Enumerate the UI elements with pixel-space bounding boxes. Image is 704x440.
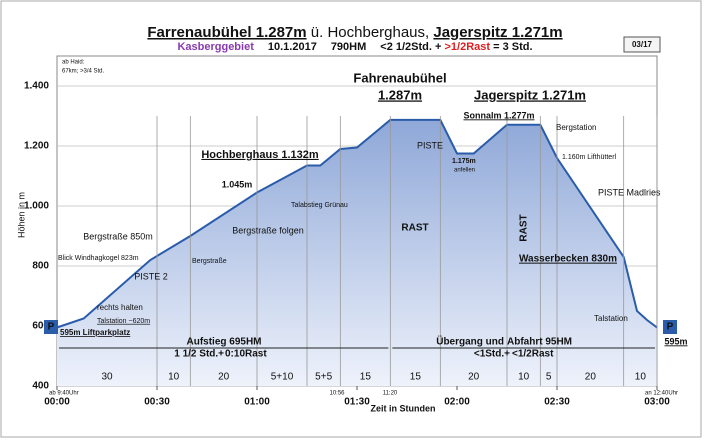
profile-line bbox=[56, 118, 658, 329]
x-tick-label: 00:00 bbox=[44, 397, 70, 408]
x-tick-label: 02:00 bbox=[444, 397, 470, 408]
annotation: 595m Liftparkplatz bbox=[60, 328, 130, 337]
y-axis-label: Höhen in m bbox=[16, 192, 26, 238]
annotation: PISTE 2 bbox=[134, 271, 168, 281]
page-box bbox=[623, 36, 661, 53]
annotation: 1.160m Lifthütterl bbox=[562, 154, 617, 161]
plot: 400 600 800 1.000 1.200 1.400 00:00 00:30 01:00 0… bbox=[24, 55, 688, 408]
annotation: Hochberghaus 1.132m bbox=[201, 149, 319, 161]
segment-label: 20 bbox=[468, 372, 480, 383]
x-tick-label: 01:30 bbox=[344, 397, 370, 408]
annotation: 0:10Rast bbox=[225, 349, 267, 360]
subtitle: Kasberggebiet 10.1.2017 790HM <2 1/2Std. + … bbox=[177, 41, 532, 53]
y-tick-label: 400 bbox=[32, 381, 49, 392]
subtitle-part: 10.1.2017 bbox=[268, 41, 317, 53]
annotation: ab Haid: bbox=[62, 60, 85, 66]
subtitle-part: = 3 Std. bbox=[490, 41, 533, 53]
segment-label: 20 bbox=[585, 372, 597, 383]
annotation: PISTE bbox=[417, 140, 443, 150]
annotation: 1.175m bbox=[452, 158, 476, 165]
segment-label: 5+5 bbox=[315, 372, 332, 383]
annotation: 1.045m bbox=[222, 179, 253, 189]
subtitle-part: Kasberggebiet bbox=[177, 41, 254, 53]
annotation: ab 9:40Uhr bbox=[49, 391, 79, 397]
segment-label: 5 bbox=[546, 372, 552, 383]
annotation: P bbox=[48, 322, 55, 333]
annotation: Blick Windhagkogel 823m bbox=[58, 255, 139, 262]
x-tick-label: 01:00 bbox=[244, 397, 270, 408]
segment-label: 15 bbox=[360, 372, 372, 383]
parking-box bbox=[663, 320, 677, 334]
segment-label: 15 bbox=[410, 372, 422, 383]
annotation: 1.287m bbox=[378, 87, 422, 102]
annotation: <1Std.+ bbox=[474, 349, 510, 360]
segment-label: 10 bbox=[635, 372, 647, 383]
annotation: anfellen bbox=[454, 168, 475, 174]
segment-label: 20 bbox=[218, 372, 230, 383]
annotation: 67km; >3/4 Std. bbox=[62, 69, 105, 75]
y-tick-label: 1.200 bbox=[24, 141, 49, 152]
segment-label: 30 bbox=[101, 372, 113, 383]
annotation: Talabstieg Grünau bbox=[291, 202, 348, 209]
annotation: RAST bbox=[519, 214, 530, 241]
subtitle-part: 790HM bbox=[331, 41, 366, 53]
annotation: Bergstraße folgen bbox=[232, 225, 304, 235]
annotation: an 12:40Uhr bbox=[645, 391, 678, 397]
annotation: 11:20 bbox=[383, 391, 398, 397]
annotation: Sonnalm 1.277m bbox=[463, 110, 534, 120]
annotation: Abfahrt 95HM bbox=[507, 337, 572, 348]
y-tick-label: 800 bbox=[32, 261, 49, 272]
title-part: ü. Hochberghaus, bbox=[307, 24, 434, 41]
annotation: Bergstraße 850m bbox=[83, 231, 153, 241]
title-part: Farrenaubühel 1.287m bbox=[147, 24, 306, 41]
y-tick-label: 1.000 bbox=[24, 201, 49, 212]
annotation: rechts halten bbox=[97, 303, 143, 312]
x-tick-label: 03:00 bbox=[644, 397, 670, 408]
annotation: Wasserbecken 830m bbox=[519, 254, 617, 265]
segment-label: 5+10 bbox=[271, 372, 294, 383]
annotation: Jagerspitz 1.271m bbox=[474, 87, 586, 102]
title-part: Jagerspitz 1.271m bbox=[433, 24, 562, 41]
annotation: 10:56 bbox=[329, 391, 345, 397]
page-number: 03/17 bbox=[632, 40, 653, 49]
annotation: P bbox=[667, 322, 674, 333]
subtitle-part: <2 1/2Std. + bbox=[380, 41, 444, 53]
x-tick-label: 02:30 bbox=[544, 397, 570, 408]
annotation: Bergstation bbox=[556, 123, 596, 132]
annotation: 595m bbox=[664, 336, 687, 346]
y-tick-label: 600 bbox=[32, 321, 49, 332]
annotation: Bergstraße bbox=[192, 258, 227, 265]
chart-title: Farrenaubühel 1.287m ü. Hochberghaus, Ja… bbox=[147, 24, 562, 41]
annotation: Talstation ~620m bbox=[97, 318, 150, 325]
annotation: <1/2Rast bbox=[512, 349, 554, 360]
annotation: Aufstieg 695HM bbox=[186, 337, 261, 348]
annotation: Fahrenaubühel bbox=[353, 70, 446, 85]
annotation: Talstation bbox=[594, 314, 628, 323]
annotation: 1 1/2 Std.+ bbox=[174, 349, 224, 360]
x-tick-label: 00:30 bbox=[144, 397, 170, 408]
y-tick-label: 1.400 bbox=[24, 81, 49, 92]
annotation: Übergang und bbox=[436, 335, 504, 348]
x-axis-label: Zeit in Stunden bbox=[371, 403, 436, 413]
annotation: RAST bbox=[401, 223, 428, 234]
annotation: PISTE Madlries bbox=[598, 187, 661, 197]
parking-box bbox=[44, 320, 58, 334]
subtitle-part: >1/2Rast bbox=[444, 41, 490, 53]
segment-label: 10 bbox=[168, 372, 180, 383]
segment-label: 10 bbox=[518, 372, 530, 383]
